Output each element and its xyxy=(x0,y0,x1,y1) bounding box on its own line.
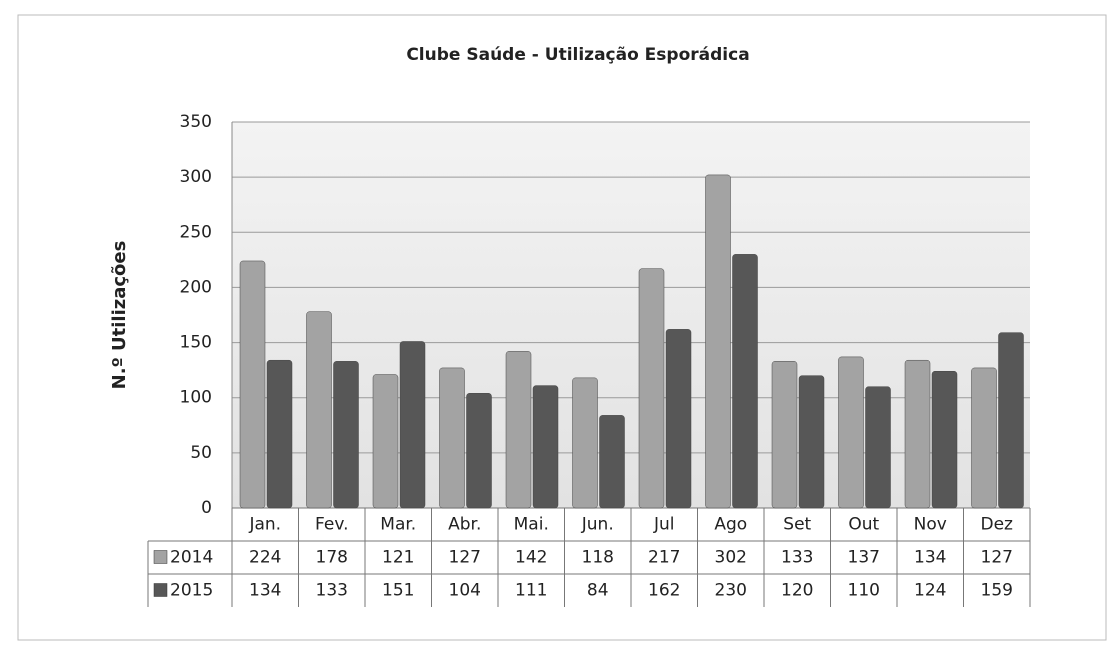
bar xyxy=(505,351,532,509)
table-value: 230 xyxy=(715,581,747,601)
bar xyxy=(904,359,931,509)
bar xyxy=(239,260,266,509)
y-tick-label: 350 xyxy=(180,112,212,132)
bar xyxy=(771,361,798,509)
x-tick-label: Ago xyxy=(714,515,747,535)
table-value: 127 xyxy=(449,548,481,568)
bar xyxy=(439,367,465,509)
bar xyxy=(599,415,625,509)
x-tick-label: Mar. xyxy=(380,515,416,535)
table-value: 124 xyxy=(914,581,946,601)
bar xyxy=(572,377,598,509)
bar xyxy=(838,356,864,509)
bar xyxy=(306,311,332,509)
y-tick-label: 150 xyxy=(180,333,212,353)
y-axis-title: N.º Utilizações xyxy=(109,241,130,390)
bar xyxy=(998,332,1024,509)
table-value: 84 xyxy=(587,581,609,601)
y-tick-label: 100 xyxy=(180,388,212,408)
bar xyxy=(333,361,359,509)
table-value: 104 xyxy=(449,581,481,601)
chart-title: Clube Saúde - Utilização Esporádica xyxy=(406,45,749,65)
table-value: 162 xyxy=(648,581,680,601)
table-value: 120 xyxy=(781,581,813,601)
x-tick-label: Dez xyxy=(981,515,1014,535)
table-value: 133 xyxy=(316,581,348,601)
bar xyxy=(705,174,731,509)
bar xyxy=(971,367,997,509)
table-value: 142 xyxy=(515,548,547,568)
x-tick-label: Mai. xyxy=(514,515,549,535)
x-tick-label: Jan. xyxy=(248,515,281,535)
legend-label: 2014 xyxy=(170,548,213,568)
table-value: 302 xyxy=(715,548,747,568)
legend-label: 2015 xyxy=(170,581,213,601)
table-value: 118 xyxy=(582,548,614,568)
table-value: 224 xyxy=(249,548,281,568)
legend-swatch xyxy=(153,550,168,564)
bar xyxy=(931,370,958,509)
legend-swatch xyxy=(153,583,168,597)
x-tick-label: Jun. xyxy=(581,515,614,535)
bar xyxy=(466,393,492,509)
bar xyxy=(399,341,426,509)
y-tick-label: 50 xyxy=(190,443,212,463)
y-tick-label: 300 xyxy=(180,167,212,187)
table-value: 151 xyxy=(382,581,414,601)
x-tick-label: Abr. xyxy=(448,515,481,535)
bar xyxy=(798,375,825,509)
x-tick-label: Set xyxy=(783,515,811,535)
table-value: 137 xyxy=(848,548,880,568)
table-value: 110 xyxy=(848,581,880,601)
bar xyxy=(532,385,559,509)
x-tick-label: Nov xyxy=(914,515,947,535)
x-tick-label: Jul xyxy=(653,515,675,535)
y-tick-label: 200 xyxy=(180,277,212,297)
y-tick-label: 0 xyxy=(201,498,212,518)
table-value: 127 xyxy=(981,548,1013,568)
table-value: 133 xyxy=(781,548,813,568)
plot-area xyxy=(232,122,1030,508)
bar xyxy=(665,329,692,509)
table-value: 111 xyxy=(515,581,547,601)
y-tick-label: 250 xyxy=(180,222,212,242)
table-value: 178 xyxy=(316,548,348,568)
bar xyxy=(266,359,293,509)
table-value: 217 xyxy=(648,548,680,568)
table-value: 134 xyxy=(249,581,281,601)
bar xyxy=(372,374,399,509)
table-value: 121 xyxy=(382,548,414,568)
x-tick-label: Fev. xyxy=(315,515,348,535)
x-tick-label: Out xyxy=(848,515,879,535)
table-value: 134 xyxy=(914,548,946,568)
bar xyxy=(865,386,891,509)
table-value: 159 xyxy=(981,581,1013,601)
bar xyxy=(732,254,758,509)
bar xyxy=(638,268,665,509)
